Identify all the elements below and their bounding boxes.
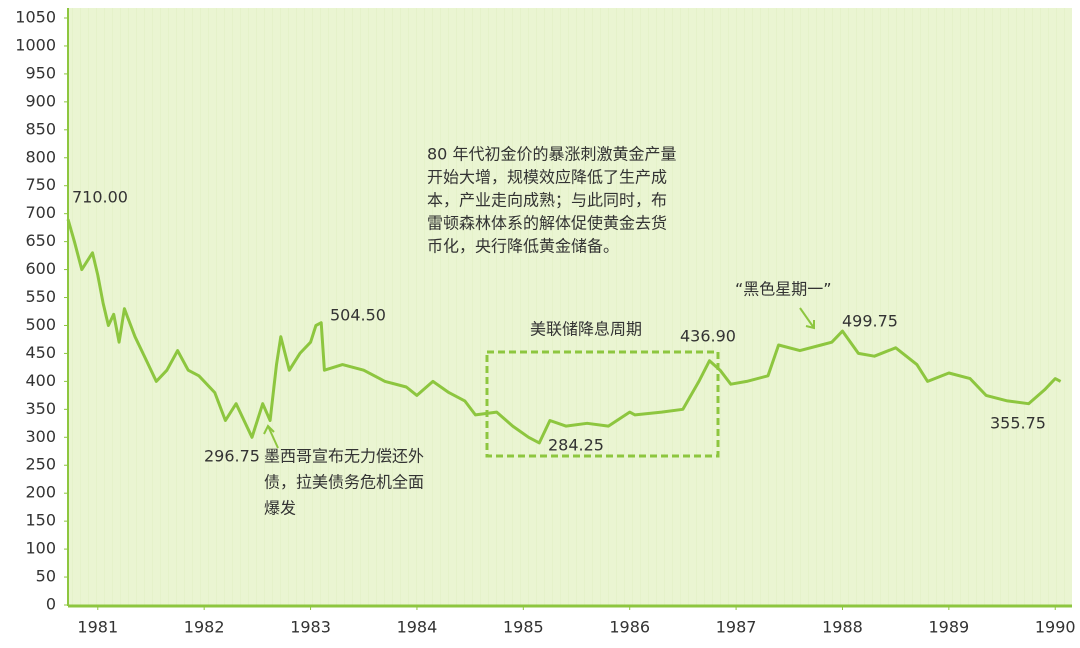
y-tick-label: 500 <box>25 315 56 334</box>
y-tick-label: 0 <box>46 595 56 614</box>
annotation: 296.75 <box>204 447 260 466</box>
note-line: 80 年代初金价的暴涨刺激黄金产量 <box>427 145 676 164</box>
arrow-head <box>805 320 815 330</box>
arrow-head <box>263 424 275 435</box>
x-tick-label: 1981 <box>77 618 118 637</box>
y-tick-label: 450 <box>25 343 56 362</box>
x-tick-label: 1987 <box>716 618 757 637</box>
arrow <box>799 307 815 329</box>
note-line: 本，产业走向成熟；与此同时，布 <box>427 191 667 210</box>
y-tick-label: 350 <box>25 399 56 418</box>
x-tick-label: 1985 <box>503 618 544 637</box>
x-tick-label: 1988 <box>822 618 863 637</box>
y-tick-label: 1000 <box>15 35 56 54</box>
y-tick-label: 600 <box>25 259 56 278</box>
y-tick-label: 850 <box>25 119 56 138</box>
y-tick-label: 150 <box>25 511 56 530</box>
annotation: 355.75 <box>990 414 1046 433</box>
y-tick-label: 700 <box>25 203 56 222</box>
note-line: 开始大增，规模效应降低了生产成 <box>427 168 667 187</box>
annotation: 710.00 <box>72 188 128 207</box>
y-tick-label: 800 <box>25 147 56 166</box>
x-tick-label: 1989 <box>928 618 969 637</box>
plot-area <box>68 8 1072 606</box>
annotation: 美联储降息周期 <box>530 320 642 339</box>
x-tick-label: 1986 <box>609 618 650 637</box>
note-line: 爆发 <box>264 499 296 518</box>
y-tick-label: 400 <box>25 371 56 390</box>
y-tick-label: 100 <box>25 539 56 558</box>
note-line: 债，拉美债务危机全面 <box>264 473 424 492</box>
y-tick-label: 50 <box>36 567 56 586</box>
note-line: 币化，央行降低黄金储备。 <box>427 237 619 256</box>
annotation: 499.75 <box>842 312 898 331</box>
y-tick-label: 1050 <box>15 8 56 27</box>
annotation: 284.25 <box>548 436 604 455</box>
y-tick-label: 250 <box>25 455 56 474</box>
note-line: 墨西哥宣布无力偿还外 <box>264 447 424 466</box>
rate-cut-box <box>485 350 720 458</box>
y-tick-label: 550 <box>25 287 56 306</box>
annotation: 436.90 <box>680 327 736 346</box>
x-tick-label: 1983 <box>290 618 331 637</box>
y-tick-label: 200 <box>25 483 56 502</box>
arrows <box>263 307 815 449</box>
y-tick-label: 950 <box>25 63 56 82</box>
y-tick-label: 650 <box>25 231 56 250</box>
x-tick-label: 1984 <box>397 618 438 637</box>
y-tick-label: 750 <box>25 175 56 194</box>
note-line: 雷顿森林体系的解体促使黄金去货 <box>427 214 667 233</box>
y-tick-label: 300 <box>25 427 56 446</box>
arrow <box>267 425 279 449</box>
x-tick-label: 1990 <box>1035 618 1076 637</box>
annotation: 504.50 <box>330 306 386 325</box>
x-tick-label: 1982 <box>184 618 225 637</box>
annotation: “黑色星期一” <box>735 280 832 299</box>
y-tick-label: 900 <box>25 91 56 110</box>
price-line <box>66 218 1062 445</box>
